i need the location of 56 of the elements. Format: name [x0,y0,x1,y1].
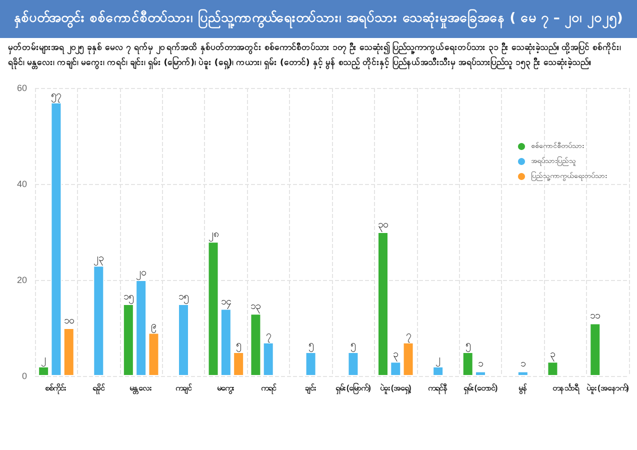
data-label: ၁ [478,358,483,370]
x-tick-label: ကရင်နီ [428,382,448,396]
x-tick-label: ကချင် [176,382,192,396]
x-tick-label: ချင်း [304,382,317,396]
data-label: ၁၄ [220,296,231,310]
data-label: ၂၃ [94,253,104,266]
data-label: ၇ [406,330,411,343]
data-label: ၃ [393,349,398,362]
bar [178,304,189,376]
bar [63,328,74,376]
y-tick-label: 60 [16,83,27,93]
data-label: ၅ [236,340,242,352]
data-label: ၁၁ [590,310,600,322]
bar [432,366,444,376]
x-tick-label: ပဲခူး(အရှေ့) [380,382,412,396]
data-label: ၅၇ [51,90,62,103]
bar [305,352,316,376]
bar [517,371,528,376]
data-label: ၅ [308,340,314,352]
x-tick-label: ရှမ်း(တောင်) [463,382,498,396]
data-label: ၂ [41,354,46,367]
x-tick-label: မွန် [518,382,528,396]
x-tick-label: မန္တလေး [130,384,153,396]
x-tick-label: ပဲခူး(အနောက်) [586,382,630,396]
data-label: ၂၀ [136,268,146,280]
x-tick-label: တနင်္သာရီ [552,382,580,396]
bar [402,342,414,376]
x-tick-label: စစ်ကိုင်း [45,382,68,396]
chart-subtitle: မှတ်တမ်းများအရ ၂၀၂၅ ခုနှစ် မေလ ၇ ရက်မှ ၂၀ ရက်အထိ နှစ်ပတ်တာအတွင်း စစ်ကောင်စီတပ်သား ၁၀၇ ဦး သေဆုံး၍ ပြည်သူ့ကာကွယ်ရေးတပ်သား ၃၁ ဦး သေဆုံးခဲ့သည်။ ထို့အပြင် စစ်ကိုင်း၊ ရခိုင်၊ မန္တလေး၊ ကချင်၊ မကွေး၊ ကရင်၊ ချင်း၊ ရှမ်း (မြောက်)၊ ပဲခူး (ရှေ့)၊ ကယား၊ ရှမ်း (တောင်) နှင့် မွန် စသည့် တိုင်းနှင့် ပြည်နယ်အသီးသီးမှ အရပ်သားပြည်သူ ၁၅၃ ဦး သေဆုံးခဲ့သည်။ [7,40,622,72]
bar [590,323,601,376]
data-label: ၁၃ [250,301,261,314]
data-label: ၁၅ [123,292,134,304]
bar [348,352,359,376]
y-tick-label: 0 [22,371,27,381]
y-tick-label: 20 [16,275,27,285]
bar [93,266,104,376]
data-label: ၂ [436,354,441,367]
bar [262,342,274,376]
x-tick-label: ကရင် [260,382,277,396]
data-label: ၃၀ [378,220,388,232]
data-label: ၇ [266,330,271,343]
data-label: ၅ [465,340,470,352]
data-label: ၂၈ [208,229,218,242]
data-label: ၉ [151,320,156,334]
bar [250,314,262,376]
data-label: ၁ [520,358,526,370]
y-tick-label: 40 [16,179,27,189]
data-label: ၁၅ [178,292,188,304]
x-tick-label: မကွေး [216,384,235,394]
bar [547,362,558,376]
data-label: ၅ [350,340,356,352]
data-label: ၁၀ [64,316,74,326]
chart-title: နှစ်ပတ်အတွင်း စစ်ကောင်စီတပ်သား၊ ပြည်သူ့ကာကွယ်ရေးတပ်သား၊ အရပ်သား သေဆုံးမှုအခြေအနေ ( မေ ၇ – ၂၀၊ ၂၀၂၅) [0,0,637,38]
data-label: ၃ [550,349,556,362]
x-tick-label: ရခိုင် [92,382,106,396]
x-tick-label: ရှမ်း(မြောက်) [336,382,372,396]
